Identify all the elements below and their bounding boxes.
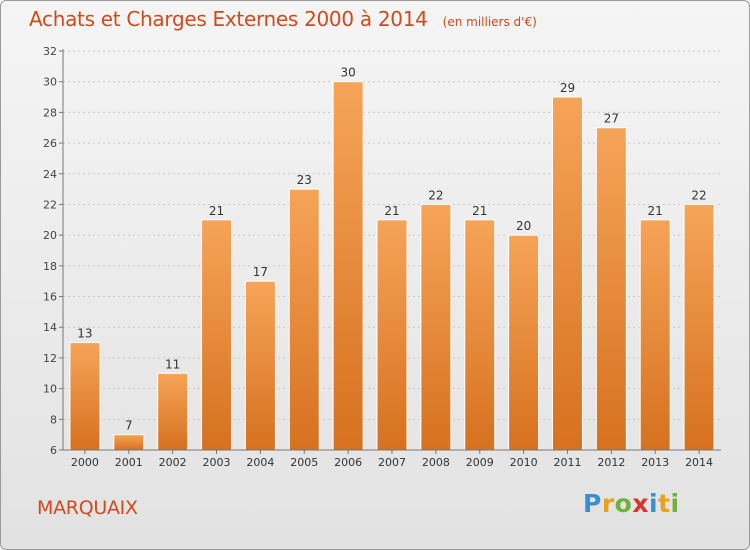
data-label: 13 [77,327,92,341]
commune-name: MARQUAIX [37,497,138,519]
bar [551,96,583,451]
data-label: 20 [516,219,531,233]
data-label: 27 [604,112,619,126]
x-tick-label: 2012 [597,456,625,469]
x-tick-label: 2006 [334,456,362,469]
x-tick-label: 2011 [553,456,581,469]
y-tick-label: 12 [43,352,57,365]
logo-letter: i [670,489,680,518]
data-label: 21 [472,204,487,218]
logo-letter: x [632,489,649,518]
bar [464,219,496,451]
x-tick-label: 2005 [290,456,318,469]
bar [244,280,276,451]
axes [59,49,721,454]
y-tick-label: 32 [43,45,57,58]
labels: 6 8 10 12 14 16 18 20 22 24 26 28 30 32 13 2000 7 2001 11 2… [43,45,713,469]
bar [157,372,189,451]
data-label: 21 [648,204,663,218]
logo-letter: t [658,489,671,518]
logo-letter: i [649,489,659,518]
x-tick-label: 2004 [246,456,274,469]
data-label: 7 [125,419,133,433]
data-label: 22 [691,188,706,202]
data-label: 30 [340,66,355,80]
bar [69,342,101,451]
logo-letter: o [614,489,633,518]
data-label: 21 [209,204,224,218]
y-tick-label: 8 [50,413,57,426]
brand-logo: Proxiti [583,489,680,518]
x-tick-label: 2003 [203,456,231,469]
bar [288,188,320,451]
logo-letter: r [601,489,615,518]
data-label: 22 [428,188,443,202]
x-tick-label: 2007 [378,456,406,469]
bar [595,127,627,451]
y-tick-label: 10 [43,383,57,396]
bar [201,219,233,451]
chart-title: Achats et Charges Externes 2000 à 2014 [29,7,428,31]
x-tick-label: 2009 [466,456,494,469]
bar-chart: 6 8 10 12 14 16 18 20 22 24 26 28 30 32 13 2000 7 2001 11 2… [43,45,721,469]
y-tick-label: 24 [43,168,57,181]
x-tick-label: 2001 [115,456,143,469]
y-tick-label: 14 [43,321,57,334]
bars [69,81,715,451]
bar [376,219,408,451]
x-tick-label: 2010 [510,456,538,469]
bar [639,219,671,451]
data-label: 21 [384,204,399,218]
data-label: 17 [253,265,268,279]
y-tick-label: 30 [43,76,57,89]
x-tick-label: 2008 [422,456,450,469]
y-tick-label: 26 [43,137,57,150]
y-tick-label: 20 [43,229,57,242]
data-label: 11 [165,357,180,371]
x-tick-label: 2000 [71,456,99,469]
bar [508,234,540,451]
bar [332,81,364,451]
y-tick-label: 6 [50,444,57,457]
data-label: 29 [560,81,575,95]
logo-letter: P [583,489,602,518]
x-tick-label: 2013 [641,456,669,469]
x-tick-label: 2014 [685,456,713,469]
bar [113,434,145,451]
y-tick-label: 28 [43,106,57,119]
bar [683,203,715,451]
x-tick-label: 2002 [159,456,187,469]
y-tick-label: 16 [43,291,57,304]
data-label: 23 [297,173,312,187]
bar [420,203,452,451]
chart-unit: (en milliers d'€) [442,15,537,29]
y-tick-label: 22 [43,198,57,211]
y-tick-label: 18 [43,260,57,273]
title-block: Achats et Charges Externes 2000 à 2014 (… [29,7,537,31]
